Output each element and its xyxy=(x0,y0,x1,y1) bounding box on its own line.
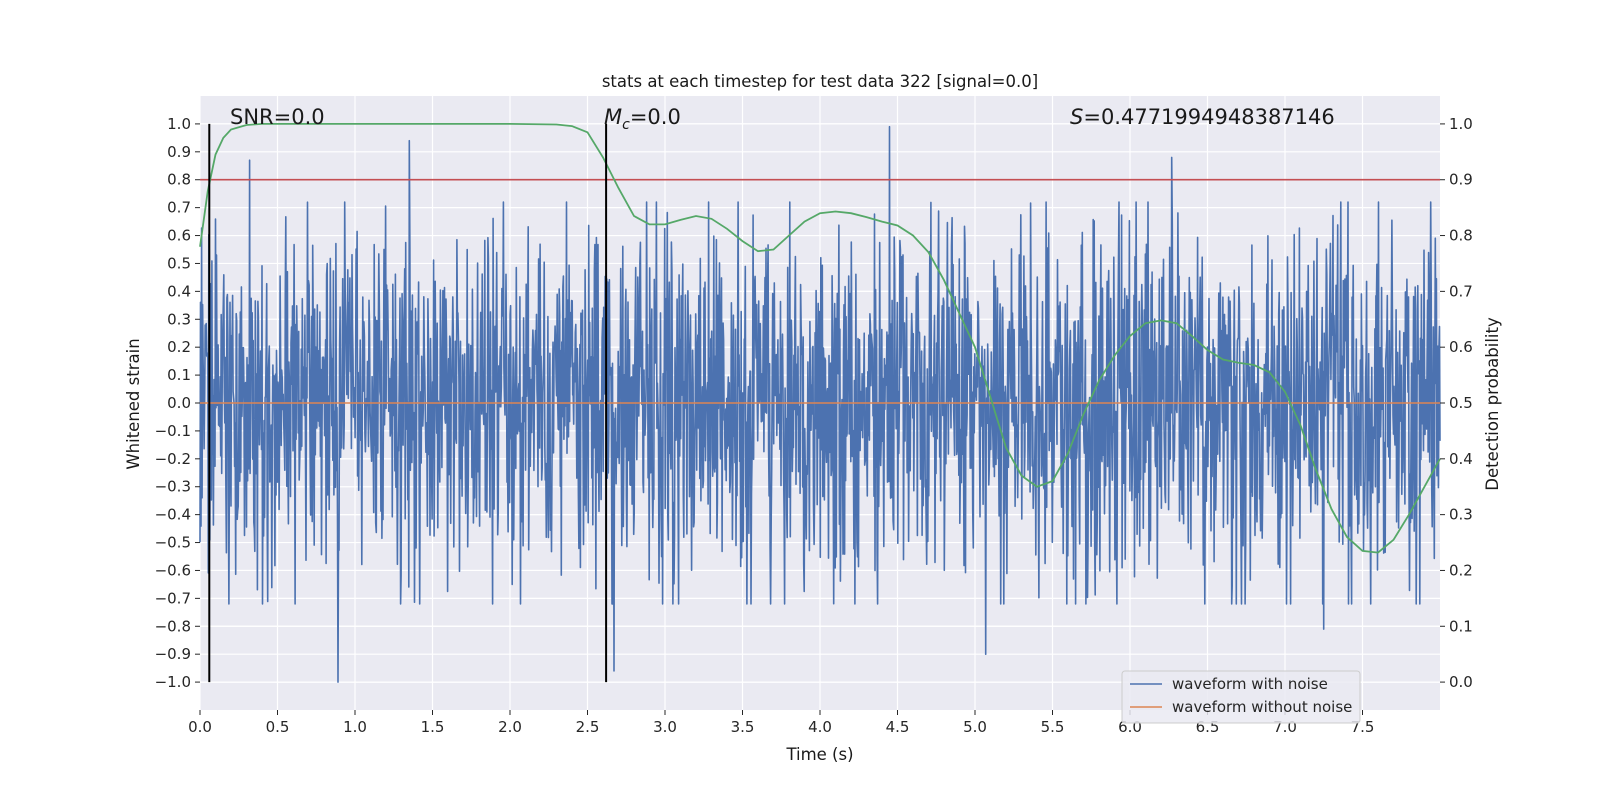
x-tick-label: 3.5 xyxy=(731,718,755,736)
legend-label-clean: waveform without noise xyxy=(1172,698,1352,716)
y2-tick-label: 0.6 xyxy=(1449,338,1473,356)
chart-title: stats at each timestep for test data 322… xyxy=(602,72,1038,91)
x-tick-label: 5.5 xyxy=(1041,718,1065,736)
y-tick-label: 0.9 xyxy=(167,143,191,161)
y-tick-label: 0.6 xyxy=(167,227,191,245)
y2-tick-label: 0.7 xyxy=(1449,282,1473,300)
y2-tick-label: 0.9 xyxy=(1449,171,1473,189)
mc-annotation: Mc=0.0 xyxy=(604,105,681,133)
y-tick-label: −0.8 xyxy=(155,617,191,635)
y-tick-label: −1.0 xyxy=(155,673,191,691)
y-tick-label: −0.9 xyxy=(155,645,191,663)
s-value: =0.4771994948387146 xyxy=(1083,105,1334,129)
y-tick-label: 0.8 xyxy=(167,171,191,189)
s-annotation: S=0.4771994948387146 xyxy=(1070,105,1335,129)
s-symbol: S xyxy=(1070,105,1083,129)
y-tick-label: 1.0 xyxy=(167,115,191,133)
waveform-with-noise-series xyxy=(199,125,1441,683)
mc-symbol: M xyxy=(604,105,622,129)
y2-tick-label: 0.4 xyxy=(1449,450,1473,468)
waveform-with-noise-path xyxy=(199,125,1441,683)
y-tick-label: −0.5 xyxy=(155,534,191,552)
y-tick-label: 0.3 xyxy=(167,310,191,328)
y-tick-label: −0.7 xyxy=(155,589,191,607)
right-y-ticks: 1.0 0.9 0.8 0.7 0.6 0.5 0.4 0.3 0.2 0.1 0.0 xyxy=(1440,115,1473,691)
left-y-ticks: 1.0 0.9 0.8 0.7 0.6 0.5 0.4 0.3 0.2 0.1 0.0 −0.1 −0.… xyxy=(155,115,200,691)
marker-lines xyxy=(208,123,608,683)
y2-axis-label: Detection probability xyxy=(1483,317,1502,491)
y2-tick-label: 0.2 xyxy=(1449,561,1473,579)
y2-tick-label: 0.1 xyxy=(1449,617,1473,635)
y-tick-label: −0.3 xyxy=(155,478,191,496)
x-tick-label: 2.0 xyxy=(498,718,522,736)
x-tick-label: 3.0 xyxy=(653,718,677,736)
y2-tick-label: 1.0 xyxy=(1449,115,1473,133)
mc-subscript: c xyxy=(622,117,630,133)
legend: waveform with noise waveform without noi… xyxy=(1121,670,1361,724)
y-tick-label: 0.0 xyxy=(167,394,191,412)
x-tick-label: 1.0 xyxy=(343,718,367,736)
snr-annotation: SNR=0.0 xyxy=(230,105,325,129)
y-tick-label: −0.6 xyxy=(155,561,191,579)
y-tick-label: −0.1 xyxy=(155,422,191,440)
y2-tick-label: 0.3 xyxy=(1449,506,1473,524)
y-tick-label: −0.2 xyxy=(155,450,191,468)
y-tick-label: 0.4 xyxy=(167,282,191,300)
x-tick-label: 0.5 xyxy=(266,718,290,736)
x-tick-label: 0.0 xyxy=(188,718,212,736)
x-tick-label: 4.0 xyxy=(808,718,832,736)
legend-label-noise: waveform with noise xyxy=(1172,675,1328,693)
x-axis-label: Time (s) xyxy=(785,745,853,764)
x-tick-label: 5.0 xyxy=(963,718,987,736)
x-tick-label: 1.5 xyxy=(421,718,445,736)
mc-value: =0.0 xyxy=(630,105,681,129)
y2-tick-label: 0.0 xyxy=(1449,673,1473,691)
x-tick-label: 4.5 xyxy=(886,718,910,736)
y-tick-label: 0.1 xyxy=(167,366,191,384)
detection-probability-line xyxy=(199,123,1441,554)
y-axis-label: Whitened strain xyxy=(124,338,143,469)
y-tick-label: 0.2 xyxy=(167,338,191,356)
legend-box xyxy=(1121,670,1361,724)
x-tick-label: 2.5 xyxy=(576,718,600,736)
y2-tick-label: 0.5 xyxy=(1449,394,1473,412)
y-tick-label: −0.4 xyxy=(155,506,191,524)
y2-tick-label: 0.8 xyxy=(1449,227,1473,245)
y-tick-label: 0.7 xyxy=(167,199,191,217)
y-tick-label: 0.5 xyxy=(167,254,191,272)
